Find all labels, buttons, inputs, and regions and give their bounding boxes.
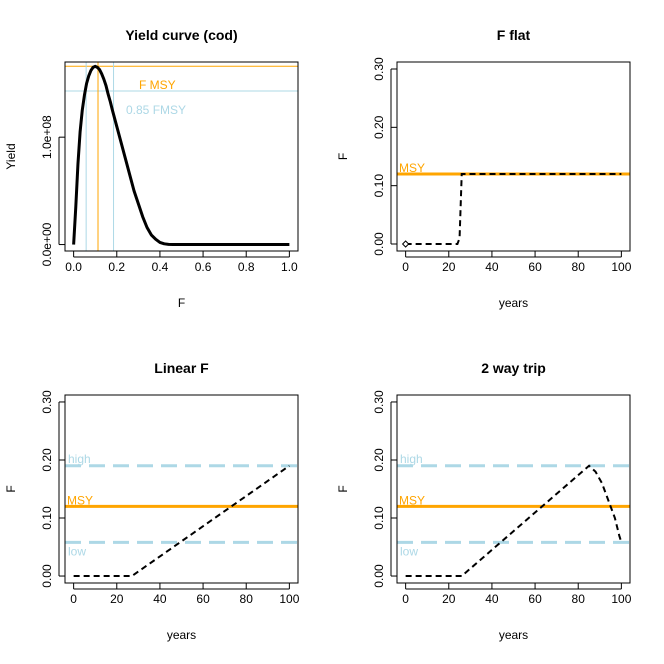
y-tick-label: 0.30 bbox=[40, 390, 54, 414]
y-axis-label: F bbox=[4, 485, 18, 492]
ref-label: 0.85 FMSY bbox=[126, 103, 186, 117]
start-marker bbox=[401, 240, 410, 248]
x-tick-label: 0.8 bbox=[238, 260, 255, 274]
plot-frame bbox=[64, 61, 299, 252]
y-axis-label: F bbox=[336, 153, 350, 160]
msy-label: MSY bbox=[67, 493, 93, 507]
x-tick-label: 0 bbox=[402, 592, 409, 606]
f-trajectory-line bbox=[405, 464, 623, 578]
plot-area bbox=[397, 464, 630, 578]
plot-frame bbox=[396, 61, 631, 252]
x-tick-label: 60 bbox=[528, 260, 542, 274]
high-label: high bbox=[400, 452, 423, 466]
y-axis-label: F bbox=[336, 485, 350, 492]
x-tick-label: 80 bbox=[572, 260, 586, 274]
y-tick-label: 0.00 bbox=[372, 564, 386, 588]
x-tick-label: 60 bbox=[196, 592, 210, 606]
y-tick-label: 0.10 bbox=[372, 506, 386, 530]
plot-frame bbox=[64, 394, 299, 584]
chart-title: Linear F bbox=[154, 360, 209, 376]
low-label: low bbox=[400, 544, 418, 558]
y-tick-label: 0.30 bbox=[372, 57, 386, 81]
x-tick-label: 20 bbox=[110, 592, 124, 606]
fmsy-label: F MSY bbox=[139, 78, 176, 92]
f-trajectory-line bbox=[405, 173, 622, 245]
x-tick-label: 100 bbox=[611, 260, 631, 274]
y-tick-label: 0.00 bbox=[372, 232, 386, 256]
y-tick-label: 0.20 bbox=[372, 115, 386, 139]
y-tick-label: 0.10 bbox=[372, 174, 386, 198]
x-tick-label: 80 bbox=[240, 592, 254, 606]
y-tick-label: 0.20 bbox=[372, 448, 386, 472]
y-tick-label: 1.0e+08 bbox=[40, 115, 54, 159]
x-tick-label: 0.4 bbox=[152, 260, 169, 274]
x-tick-label: 100 bbox=[279, 592, 299, 606]
plot-area bbox=[397, 172, 630, 248]
y-tick-label: 0.30 bbox=[372, 390, 386, 414]
y-axis-label: Yield bbox=[4, 143, 18, 169]
y-tick-label: 0.20 bbox=[40, 448, 54, 472]
chart-title: F flat bbox=[497, 27, 531, 43]
x-axis-label: F bbox=[178, 296, 185, 310]
panel-3: high low MSY Linear F 0 20 40 60 80 100 0.00 0.10 0.… bbox=[4, 360, 300, 642]
x-tick-label: 60 bbox=[528, 592, 542, 606]
x-tick-label: 40 bbox=[153, 592, 167, 606]
y-tick-label: 0.0e+00 bbox=[40, 222, 54, 266]
x-tick-label: 0 bbox=[70, 592, 77, 606]
x-tick-label: 0.6 bbox=[195, 260, 212, 274]
plot-frame bbox=[396, 394, 631, 584]
msy-label: MSY bbox=[399, 161, 425, 175]
x-tick-label: 0 bbox=[402, 260, 409, 274]
msy-label: MSY bbox=[399, 493, 425, 507]
x-tick-label: 0.0 bbox=[65, 260, 82, 274]
high-label: high bbox=[68, 452, 91, 466]
x-tick-label: 80 bbox=[572, 592, 586, 606]
yield-curve-line bbox=[72, 64, 290, 247]
plot-area bbox=[65, 62, 298, 251]
x-tick-label: 20 bbox=[442, 260, 456, 274]
x-axis-label: years bbox=[167, 628, 196, 642]
panel-4: high low MSY 2 way trip 0 20 40 60 80 100 0.00 0.10… bbox=[336, 360, 632, 642]
x-tick-label: 20 bbox=[442, 592, 456, 606]
f-trajectory-line bbox=[73, 464, 290, 578]
chart-title: Yield curve (cod) bbox=[125, 27, 237, 43]
x-axis-label: years bbox=[499, 628, 528, 642]
y-tick-label: 0.10 bbox=[40, 506, 54, 530]
plot-area bbox=[65, 464, 298, 578]
x-tick-label: 40 bbox=[485, 260, 499, 274]
y-tick-label: 0.00 bbox=[40, 564, 54, 588]
x-tick-label: 40 bbox=[485, 592, 499, 606]
chart-title: 2 way trip bbox=[481, 360, 546, 376]
x-tick-label: 0.2 bbox=[108, 260, 125, 274]
x-axis-label: years bbox=[499, 296, 528, 310]
x-tick-label: 1.0 bbox=[281, 260, 298, 274]
panel-2: MSY F flat 0 20 40 60 80 100 0.00 0.10 0.20 0.30 yea… bbox=[336, 27, 632, 310]
x-tick-label: 100 bbox=[611, 592, 631, 606]
panel-1: F MSY 0.85 FMSY Yield curve (cod) 0.0 0.2 0.4… bbox=[4, 27, 299, 310]
low-label: low bbox=[68, 544, 86, 558]
